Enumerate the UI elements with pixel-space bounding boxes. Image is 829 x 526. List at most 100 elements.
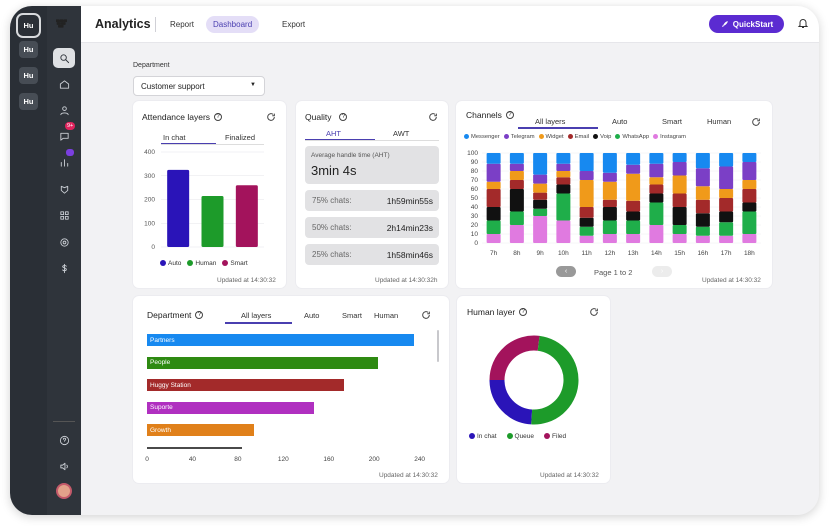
apps-icon[interactable] [53, 205, 75, 225]
tab-dashboard[interactable]: Dashboard [206, 16, 260, 33]
bar-segment-telegram [602, 172, 617, 182]
bar-segment-email [672, 193, 687, 207]
prev-page-button[interactable]: ‹ [556, 266, 576, 277]
help-icon[interactable]: ? [214, 113, 223, 121]
help-icon[interactable]: ? [195, 311, 204, 319]
bar-growth: Growth [147, 424, 254, 436]
help-icon[interactable]: ? [505, 111, 514, 119]
legend-label: Instagram [660, 134, 686, 141]
refresh-icon[interactable] [266, 112, 276, 122]
user-avatar[interactable] [56, 483, 72, 499]
bell-icon[interactable] [797, 17, 809, 29]
legend-label: Email [574, 134, 590, 141]
search-icon[interactable] [53, 48, 75, 68]
tab-finalized[interactable]: Finalized [225, 133, 256, 142]
bar-segment-instagram [695, 235, 710, 243]
refresh-icon[interactable] [421, 310, 431, 320]
percentile-value: 1h59min55s [386, 196, 433, 206]
workspace-selected[interactable]: Hu [16, 13, 41, 38]
quickstart-button[interactable]: QuickStart [709, 15, 784, 33]
tab-aht[interactable]: AHT [326, 129, 341, 138]
tab-report[interactable]: Report [170, 20, 195, 29]
bar-segment-messenger [695, 153, 710, 169]
channels-chart: 0 10 20 30 40 50 60 70 80 90 100 7h 8h 9h 10h 11h 12h 13h… [467, 150, 761, 257]
top-bar: Analytics Report Dashboard Export QuickS… [81, 6, 819, 43]
chat-icon[interactable]: 9+ [53, 122, 76, 146]
x-tick-label: 15h [674, 250, 685, 257]
contacts-icon[interactable] [53, 100, 75, 120]
tab-auto[interactable]: Auto [304, 311, 320, 320]
help-icon[interactable]: ? [339, 113, 348, 121]
help-icon[interactable] [53, 430, 75, 450]
bot-icon[interactable] [53, 179, 75, 199]
bar-segment-telegram [649, 163, 664, 178]
tab-in-chat[interactable]: In chat [163, 133, 186, 142]
quality-title-text: Quality [305, 112, 332, 122]
bar-segment-whatsapp [486, 220, 501, 234]
bar-segment-whatsapp [579, 226, 594, 236]
workspace-item[interactable]: Hu [19, 93, 38, 110]
percentile-row: 50% chats: 2h14min23s [305, 217, 439, 238]
percentile-label: 25% chats: [312, 250, 352, 259]
x-tick-label: 40 [189, 456, 197, 463]
attendance-title: Attendance layers? [142, 112, 223, 122]
tab-auto[interactable]: Auto [612, 117, 628, 126]
tab-smart[interactable]: Smart [662, 117, 683, 126]
settings-icon[interactable] [53, 232, 75, 252]
home-icon[interactable] [53, 74, 75, 94]
bar-segment-voip [486, 207, 501, 221]
tab-awt[interactable]: AWT [393, 129, 410, 138]
aht-label: Average handle time (AHT) [311, 152, 390, 159]
bar-segment-voip [672, 207, 687, 225]
human-layer-title: Human layer? [467, 307, 528, 317]
bar-segment-instagram [602, 234, 617, 243]
legend-item-human: Human [187, 260, 216, 267]
percentile-value: 2h14min23s [386, 223, 433, 233]
brand-logo [55, 16, 72, 28]
analytics-icon[interactable] [53, 149, 75, 172]
sound-icon[interactable] [53, 456, 75, 476]
tab-all-layers[interactable]: All layers [535, 117, 566, 126]
tab-smart[interactable]: Smart [342, 311, 363, 320]
notification-badge: 9+ [65, 122, 76, 130]
refresh-icon[interactable] [589, 307, 599, 317]
bar-segment-instagram [626, 234, 641, 243]
bar-segment-voip [719, 211, 734, 223]
bar-segment-voip [695, 213, 710, 227]
bar-segment-instagram [533, 216, 548, 243]
legend-label: Telegram [510, 134, 535, 141]
workspace-item[interactable]: Hu [19, 67, 38, 84]
bar-segment-voip [509, 189, 524, 212]
billing-icon[interactable] [53, 258, 75, 278]
y-tick-label: 100 [144, 220, 155, 227]
bar-segment-widget [672, 175, 687, 194]
next-page-button[interactable]: › [652, 266, 672, 277]
y-tick-label: 10 [471, 231, 479, 238]
legend-label: WhatsApp [622, 134, 650, 141]
legend-item-email: Email [567, 134, 590, 141]
bar-segment-telegram [695, 168, 710, 187]
scrollbar[interactable] [437, 330, 439, 362]
bar-segment-widget [742, 180, 757, 189]
bar-segment-whatsapp [602, 220, 617, 234]
refresh-icon[interactable] [428, 112, 438, 122]
department-chart: Partners People Huggy Station Suporte Growth… [133, 328, 433, 449]
channels-title-text: Channels [466, 110, 502, 120]
help-icon[interactable]: ? [519, 308, 528, 316]
x-tick-label: 12h [604, 250, 615, 257]
refresh-icon[interactable] [751, 117, 761, 127]
bar-huggy-station: Huggy Station [147, 379, 344, 391]
tab-all-layers[interactable]: All layers [241, 311, 272, 320]
bar-segment-email [579, 207, 594, 218]
channels-card: Channels? All layers Auto Smart Human Me… [456, 101, 772, 288]
x-tick-label: 16h [697, 250, 708, 257]
tab-export[interactable]: Export [282, 20, 306, 29]
donut-slice-in-chat [489, 379, 533, 425]
bar-segment-messenger [579, 153, 594, 171]
x-tick-label: 10h [558, 250, 569, 257]
workspace-item[interactable]: Hu [19, 41, 38, 58]
department-select[interactable]: Customer support ▼ [133, 76, 265, 96]
bar-segment-widget [556, 171, 571, 178]
tab-human[interactable]: Human [707, 117, 732, 126]
tab-human[interactable]: Human [374, 311, 399, 320]
